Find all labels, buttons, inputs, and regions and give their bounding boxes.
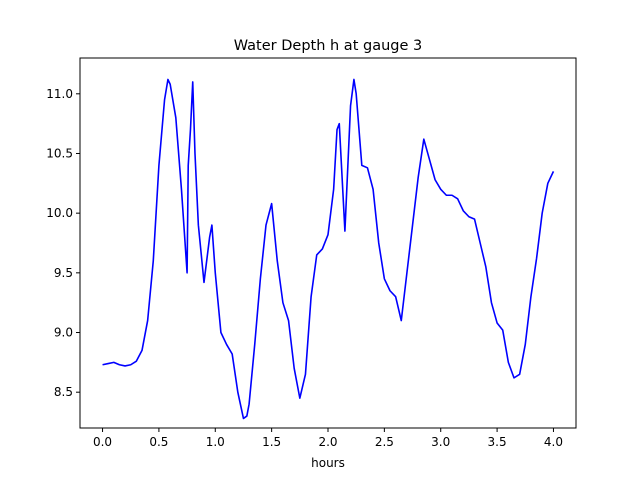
x-tick-label: 2.5 xyxy=(375,435,394,449)
y-tick-label: 8.5 xyxy=(54,385,73,399)
series-line-0 xyxy=(102,78,555,420)
x-axis-label: hours xyxy=(311,456,345,470)
x-tick-label: 1.5 xyxy=(262,435,281,449)
series-layer xyxy=(102,78,555,420)
y-tick-label: 9.0 xyxy=(54,326,73,340)
x-tick-label: 2.0 xyxy=(318,435,337,449)
y-axis: 8.5 9.0 9.5 10.0 10.5 11.0 xyxy=(46,87,80,399)
y-tick-label: 11.0 xyxy=(46,87,73,101)
x-tick-label: 1.0 xyxy=(206,435,225,449)
y-tick-label: 10.0 xyxy=(46,206,73,220)
x-tick-label: 0.5 xyxy=(149,435,168,449)
x-axis: 0.0 0.5 1.0 1.5 2.0 2.5 3.0 3.5 4.0 xyxy=(93,428,563,449)
x-tick-label: 3.5 xyxy=(488,435,507,449)
x-tick-label: 4.0 xyxy=(544,435,563,449)
chart-title: Water Depth h at gauge 3 xyxy=(234,38,422,54)
x-tick-label: 3.0 xyxy=(431,435,450,449)
x-tick-label: 0.0 xyxy=(93,435,112,449)
y-tick-label: 10.5 xyxy=(46,146,73,160)
y-tick-label: 9.5 xyxy=(54,266,73,280)
